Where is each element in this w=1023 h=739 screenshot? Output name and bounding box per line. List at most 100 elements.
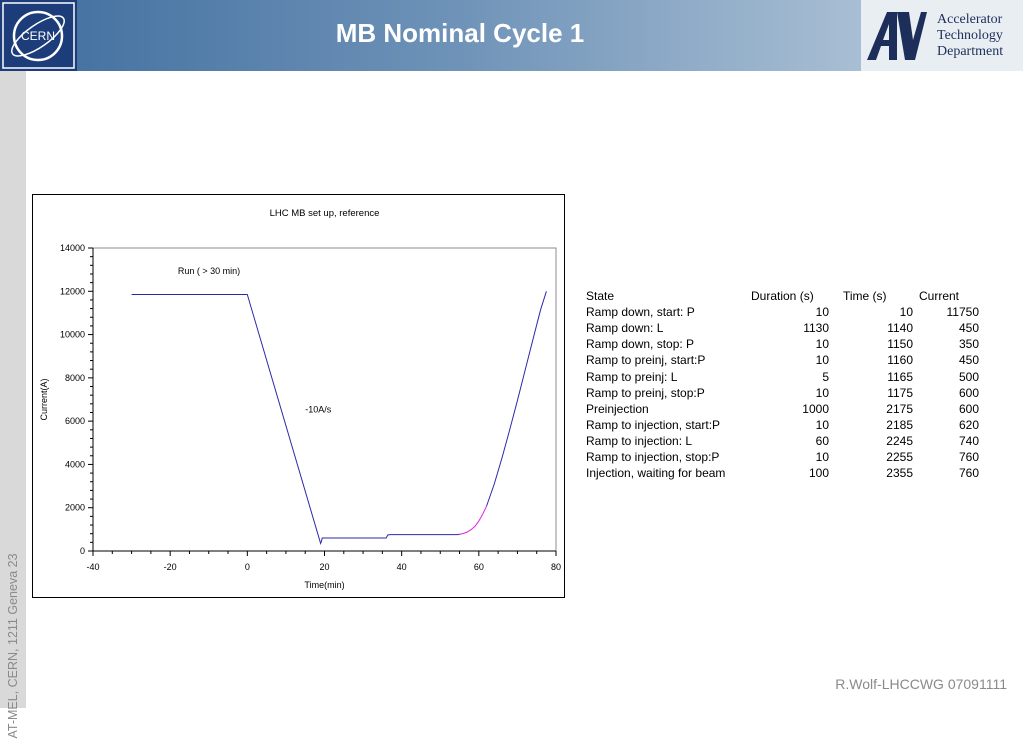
cern-logo: CERN	[0, 0, 77, 71]
at-line-accelerator: Accelerator	[937, 12, 1003, 27]
chart-annotation: -10A/s	[305, 404, 332, 414]
table-row: Ramp down, stop: P 10 1150 350	[586, 336, 979, 352]
table-row: Ramp to injection, start:P 10 2185 620	[586, 417, 979, 433]
at-department-name: Accelerator Technology Department	[937, 12, 1003, 60]
cell-current: 500	[958, 369, 979, 384]
cell-duration: 10	[815, 417, 829, 432]
cell-state: Ramp to preinj: L	[586, 369, 678, 384]
cell-state: Ramp to preinj, stop:P	[586, 385, 705, 400]
cell-time: 1175	[887, 385, 913, 400]
cern-logo-text: CERN	[21, 29, 55, 43]
chart-title: LHC MB set up, reference	[270, 208, 380, 219]
cell-duration: 5	[822, 369, 829, 384]
at-line-department: Department	[937, 44, 1004, 59]
cell-time: 2245	[886, 433, 913, 448]
table-row: Ramp to injection: L 60 2245 740	[586, 433, 979, 449]
series-line	[131, 294, 460, 545]
series-line	[459, 505, 488, 535]
y-tick-label: 6000	[65, 416, 85, 426]
cell-time: 1150	[887, 337, 913, 352]
cell-state: Preinjection	[586, 401, 649, 416]
at-department-logo: Accelerator Technology Department	[861, 0, 1023, 71]
cell-current: 600	[958, 401, 979, 416]
footer-credit: R.Wolf-LHCCWG 07091111	[835, 676, 1007, 692]
y-axis-label: Current(A)	[39, 378, 49, 420]
cell-time: 2185	[886, 417, 913, 432]
cycle-state-table: State Duration (s) Time (s) Current Ramp…	[586, 288, 979, 481]
cell-duration: 10	[815, 353, 829, 368]
table-row: Ramp to preinj, start:P 10 1160 450	[586, 352, 979, 368]
y-tick-label: 4000	[65, 459, 85, 469]
y-tick-label: 8000	[65, 373, 85, 383]
cell-time: 1160	[887, 353, 913, 368]
cell-current: 11750	[946, 305, 979, 320]
cell-state: Ramp down, stop: P	[586, 337, 695, 352]
cell-duration: 1000	[802, 401, 829, 416]
cell-state: Ramp to injection, stop:P	[586, 449, 720, 464]
x-axis-label: Time(min)	[304, 580, 344, 590]
cell-time: 2355	[886, 466, 913, 481]
x-tick-label: 0	[245, 562, 250, 572]
cell-state: Injection, waiting for beam	[586, 466, 726, 481]
y-tick-label: 10000	[60, 330, 85, 340]
cell-duration: 10	[815, 305, 829, 320]
cell-current: 620	[958, 417, 979, 432]
chart-annotation: Run ( > 30 min)	[178, 266, 240, 276]
sidebar-address: AT-MEL, CERN, 1211 Geneva 23	[6, 553, 20, 739]
series-line	[486, 291, 547, 507]
y-tick-label: 2000	[65, 503, 85, 513]
y-tick-label: 12000	[60, 286, 85, 296]
x-tick-label: -20	[164, 562, 177, 572]
cell-time: 10	[899, 305, 913, 320]
table-row: Ramp down: L 1130 1140 450	[586, 320, 979, 336]
at-logo-mark	[867, 12, 927, 60]
cell-state: Ramp to preinj, start:P	[586, 353, 706, 368]
cell-current: 760	[958, 466, 979, 481]
table-row: Preinjection 1000 2175 600	[586, 401, 979, 417]
y-tick-label: 14000	[60, 243, 85, 253]
table-row: Injection, waiting for beam 100 2355 760	[586, 465, 979, 481]
slide-header: CERN MB Nominal Cycle 1 Accelerator Tech…	[0, 0, 1023, 71]
table-row: Ramp to preinj: L 5 1165 500	[586, 368, 979, 384]
table-header-row: State Duration (s) Time (s) Current	[586, 288, 979, 304]
x-tick-label: -40	[86, 562, 99, 572]
cell-time: 2175	[886, 401, 913, 416]
cell-current: 760	[958, 449, 979, 464]
cell-time: 1165	[887, 369, 913, 384]
table-row: Ramp to injection, stop:P 10 2255 760	[586, 449, 979, 465]
col-header-time: Time (s)	[843, 289, 887, 304]
cell-duration: 10	[815, 449, 829, 464]
y-tick-label: 0	[80, 546, 85, 556]
x-tick-label: 20	[319, 562, 329, 572]
x-tick-label: 60	[474, 562, 484, 572]
cell-state: Ramp down: L	[586, 321, 664, 336]
x-tick-label: 80	[551, 562, 561, 572]
cell-time: 1140	[887, 321, 913, 336]
cell-duration: 60	[815, 433, 829, 448]
current-vs-time-chart: 0 2000 4000 6000 8000 10000 12000 14000 -40 -20 0 2…	[39, 208, 561, 590]
x-tick-label: 40	[397, 562, 407, 572]
col-header-state: State	[586, 289, 615, 304]
cell-current: 740	[958, 433, 979, 448]
table-row: Ramp to preinj, stop:P 10 1175 600	[586, 385, 979, 401]
cell-current: 450	[958, 353, 979, 368]
cell-current: 350	[958, 337, 979, 352]
left-sidebar: AT-MEL, CERN, 1211 Geneva 23	[0, 71, 26, 739]
cell-state: Ramp down, start: P	[586, 305, 695, 320]
col-header-duration: Duration (s)	[751, 289, 814, 304]
cern-logo-graphic: CERN	[2, 2, 75, 69]
cell-time: 2255	[886, 449, 913, 464]
cell-duration: 10	[815, 385, 829, 400]
table-row: Ramp down, start: P 10 10 11750	[586, 304, 979, 320]
cell-duration: 1130	[803, 321, 829, 336]
cell-duration: 100	[808, 466, 829, 481]
at-line-technology: Technology	[937, 28, 1003, 43]
cell-duration: 10	[815, 337, 829, 352]
cell-current: 600	[958, 385, 979, 400]
page-title: MB Nominal Cycle 1	[335, 18, 585, 48]
cell-current: 450	[958, 321, 979, 336]
chart-frame: 0 2000 4000 6000 8000 10000 12000 14000 -40 -20 0 2…	[32, 194, 565, 598]
cell-state: Ramp to injection, start:P	[586, 417, 721, 432]
col-header-current: Current	[919, 289, 960, 304]
cell-state: Ramp to injection: L	[586, 433, 693, 448]
